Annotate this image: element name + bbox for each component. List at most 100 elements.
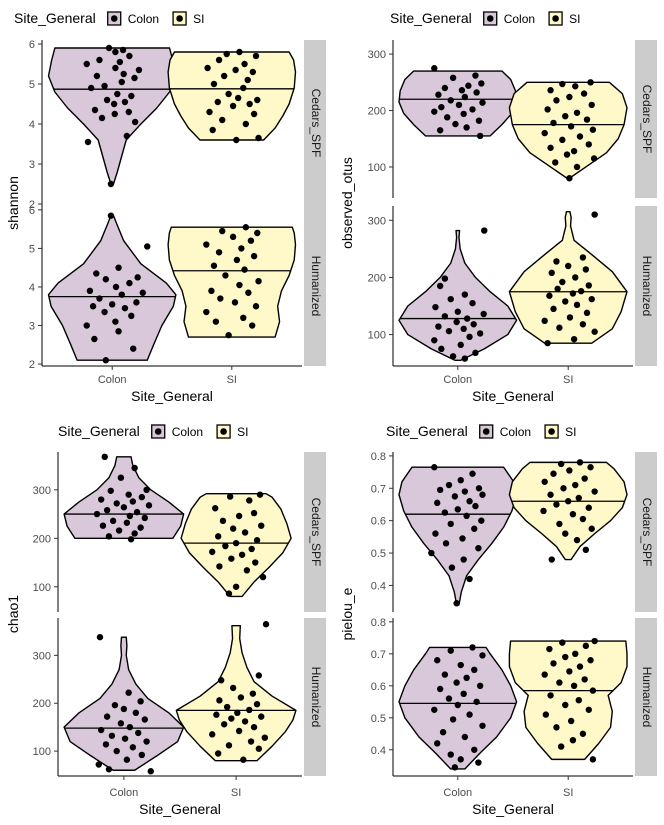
violin-colon xyxy=(47,47,177,185)
data-point xyxy=(575,494,582,502)
y-tick-label: 2 xyxy=(29,199,35,211)
y-tick-label: 4 xyxy=(29,119,35,131)
data-point xyxy=(447,520,454,528)
data-point xyxy=(121,735,129,742)
y-tick-label: 2 xyxy=(29,359,35,371)
data-point xyxy=(556,324,563,331)
legend-key-colon: Colon xyxy=(479,424,531,439)
legend-key-si: SI xyxy=(548,11,580,26)
data-point xyxy=(112,48,119,56)
panel-cedars_spf: 0.4 0.5 0.6 0.7 0.8 Cedars_SPF xyxy=(371,451,657,612)
data-point xyxy=(441,275,449,282)
data-point xyxy=(480,310,487,318)
data-point xyxy=(232,583,240,590)
data-point xyxy=(126,512,134,520)
facet-strip xyxy=(635,618,657,776)
legend-point-icon xyxy=(176,15,183,22)
panel-cedars_spf: 100 200 300 Cedars_SPF xyxy=(368,40,657,198)
data-point xyxy=(232,539,240,547)
data-point xyxy=(248,545,255,553)
data-point xyxy=(242,120,250,128)
data-point xyxy=(128,92,135,100)
data-point xyxy=(241,529,249,536)
data-point xyxy=(591,211,598,218)
data-point xyxy=(137,524,144,531)
data-point xyxy=(449,716,457,723)
y-tick-label: 100 xyxy=(33,582,51,594)
data-point xyxy=(241,718,249,725)
data-point xyxy=(436,127,444,134)
data-point xyxy=(123,756,131,763)
data-point xyxy=(587,79,594,86)
data-point xyxy=(252,303,260,310)
legend: Site_General Colon SI xyxy=(386,423,576,439)
data-point xyxy=(461,733,469,741)
data-point xyxy=(129,498,137,505)
data-point xyxy=(431,337,438,344)
legend-label-colon: Colon xyxy=(500,425,531,439)
data-point xyxy=(577,287,585,295)
data-point xyxy=(255,134,262,142)
data-point xyxy=(557,460,565,468)
data-point xyxy=(573,301,581,309)
data-point xyxy=(565,498,572,505)
data-point xyxy=(436,685,444,693)
panel-humanized: 100 200 300 Humanized xyxy=(368,206,657,366)
data-point xyxy=(240,314,247,322)
data-point xyxy=(102,357,110,364)
legend-label-si: SI xyxy=(569,12,580,26)
data-point xyxy=(126,52,133,60)
data-point xyxy=(476,682,484,690)
data-point xyxy=(214,750,222,757)
data-point xyxy=(547,144,554,151)
legend-key-si: SI xyxy=(172,11,204,26)
data-point xyxy=(572,83,579,90)
data-point xyxy=(431,108,438,115)
data-point xyxy=(582,642,590,650)
data-point xyxy=(438,345,445,353)
facet-strip-label: Humanized xyxy=(640,667,654,728)
data-point xyxy=(261,734,269,741)
legend-title: Site_General xyxy=(386,423,468,439)
x-tick-label: Colon xyxy=(443,374,472,386)
data-point xyxy=(222,272,229,279)
data-point xyxy=(589,756,597,763)
data-point xyxy=(434,499,441,507)
data-point xyxy=(448,564,456,571)
data-point xyxy=(573,109,581,116)
data-point xyxy=(432,303,439,311)
y-tick-label: 300 xyxy=(33,485,51,497)
data-point xyxy=(250,723,258,731)
data-point xyxy=(108,732,116,739)
data-point xyxy=(479,99,486,106)
facet-strip xyxy=(635,206,657,366)
data-point xyxy=(553,501,560,508)
legend-point-icon xyxy=(552,15,559,22)
data-point xyxy=(209,731,216,738)
data-point xyxy=(479,722,486,729)
data-point xyxy=(210,80,218,88)
data-point xyxy=(253,537,261,544)
data-point xyxy=(455,101,463,109)
data-point xyxy=(113,747,120,755)
data-point xyxy=(559,136,566,144)
data-point xyxy=(465,82,472,89)
data-point xyxy=(118,78,125,86)
data-point xyxy=(93,510,101,518)
data-point xyxy=(570,682,578,690)
data-point xyxy=(255,277,262,285)
data-point xyxy=(566,314,574,321)
data-point xyxy=(591,637,598,645)
data-point xyxy=(121,98,129,106)
data-point xyxy=(441,84,449,92)
y-tick-label: 5 xyxy=(29,79,35,91)
x-axis-title: Site_General xyxy=(131,388,213,404)
data-point xyxy=(550,119,557,127)
data-point xyxy=(258,522,265,529)
data-point xyxy=(459,535,466,542)
data-point xyxy=(141,514,149,522)
data-point xyxy=(576,663,584,670)
legend-label-si: SI xyxy=(237,425,248,439)
data-point xyxy=(86,287,94,295)
data-point xyxy=(126,723,134,731)
